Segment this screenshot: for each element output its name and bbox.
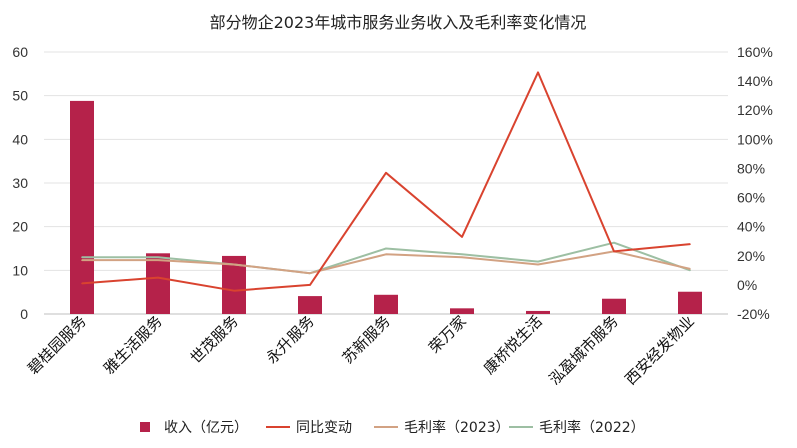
revenue-bar (146, 253, 170, 314)
legend-label: 毛利率（2022） (539, 419, 645, 436)
gross-margin-2023-line-point (309, 272, 311, 275)
right-tick-label: 100% (737, 131, 773, 147)
gross-margin-2022-line-point (689, 269, 691, 272)
left-tick-label: 0 (20, 306, 28, 322)
yoy-change-line-point (537, 71, 539, 74)
yoy-change-line-point (157, 276, 159, 279)
gross-margin-2023-line-point (157, 259, 159, 261)
revenue-bar (374, 294, 398, 314)
line-series (81, 71, 691, 292)
legend-label: 同比变动 (296, 420, 352, 436)
yoy-change-line-point (309, 284, 311, 286)
category-label: 荣万家 (425, 312, 470, 357)
gross-margin-2023-line-point (233, 263, 235, 266)
revenue-bars (70, 100, 702, 314)
left-axis-ticks: 0 10 20 30 40 50 60 (12, 44, 28, 322)
gross-margin-2022-line-point (613, 241, 615, 244)
gross-margin-2022-line-point (157, 256, 159, 259)
right-axis-ticks: -20% 0% 20% 40% 60% 80% 100% 120% 140% 160% (737, 44, 773, 322)
right-tick-label: 60% (737, 190, 765, 206)
gross-margin-2023-line-point (461, 256, 463, 259)
legend-label: 毛利率（2023） (404, 419, 510, 436)
category-label: 苏新服务 (339, 312, 394, 367)
left-tick-label: 10 (12, 262, 28, 278)
category-label: 泓盈城市服务 (545, 312, 621, 388)
gross-margin-2023-line-point (537, 263, 539, 266)
category-label: 西安经发物业 (621, 312, 697, 388)
category-label: 世茂服务 (187, 312, 242, 367)
right-tick-label: 140% (737, 73, 773, 89)
left-tick-label: 40 (12, 131, 28, 147)
gross-margin-2023-line-point (81, 259, 83, 261)
gross-margin-2022-line-point (81, 256, 83, 259)
right-tick-label: 80% (737, 160, 765, 176)
legend-label: 收入（亿元） (164, 420, 248, 436)
right-tick-label: 160% (737, 44, 773, 60)
category-labels: 碧桂园服务 雅生活服务 世茂服务 永升服务 苏新服务 荣万家 康桥悦生活 泓盈城市服务 西安经发… (24, 312, 698, 388)
category-label: 碧桂园服务 (24, 312, 90, 378)
revenue-bar (298, 296, 322, 314)
legend-swatch-revenue (140, 422, 150, 432)
category-label: 康桥悦生活 (480, 312, 546, 378)
yoy-change-line-point (385, 172, 387, 174)
gross-margin-2022-line-point (537, 260, 539, 263)
left-tick-label: 60 (12, 44, 28, 60)
right-tick-label: 120% (737, 102, 773, 118)
left-tick-label: 20 (12, 219, 28, 235)
revenue-bar (70, 100, 94, 314)
gross-margin-2022-line-point (385, 247, 387, 250)
gross-margin-2023-line-point (689, 268, 691, 270)
legend: 收入（亿元） 同比变动 毛利率（2023） 毛利率（2022） (140, 419, 645, 436)
gross-margin-2022-line (82, 241, 691, 275)
category-label: 雅生活服务 (100, 312, 166, 378)
right-tick-label: 0% (737, 277, 757, 293)
revenue-bar (450, 308, 474, 314)
revenue-bar (602, 298, 626, 314)
yoy-change-line-point (81, 282, 83, 285)
revenue-bar (526, 310, 550, 314)
yoy-change-line-point (689, 243, 691, 245)
left-tick-label: 30 (12, 175, 28, 191)
right-tick-label: -20% (737, 306, 770, 322)
right-tick-label: 40% (737, 219, 765, 235)
right-tick-label: 20% (737, 248, 765, 264)
category-label: 永升服务 (263, 312, 318, 367)
yoy-change-line-point (461, 236, 463, 238)
revenue-bar (678, 291, 702, 314)
yoy-change-line-point (613, 250, 615, 253)
yoy-change-line-point (233, 289, 235, 292)
left-tick-label: 50 (12, 88, 28, 104)
chart-title: 部分物企2023年城市服务业务收入及毛利率变化情况 (210, 13, 587, 32)
gross-margin-2023-line-point (385, 253, 387, 256)
gross-margin-2022-line-point (461, 253, 463, 256)
